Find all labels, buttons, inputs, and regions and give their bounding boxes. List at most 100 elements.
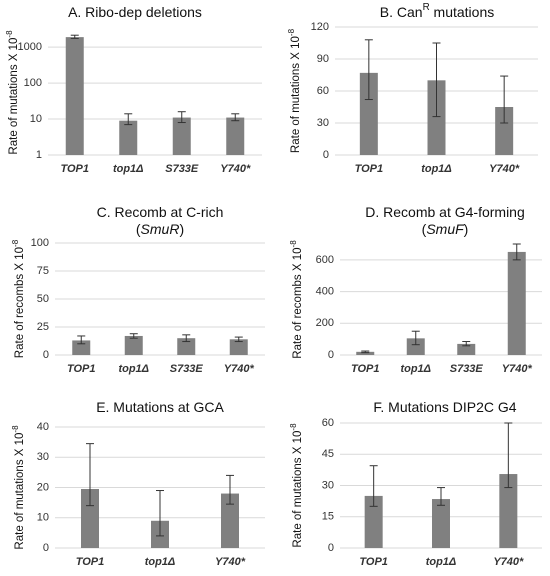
text-segment: R [423, 2, 430, 13]
text-segment: Rate of mutations X 10 [8, 38, 20, 155]
y-tick-label: 10 [37, 512, 49, 524]
text-segment: -8 [287, 28, 296, 36]
x-tick-label: S733E [450, 363, 484, 375]
error-bar [364, 39, 373, 101]
x-tick-label: top1Δ [145, 556, 176, 568]
error-bar [432, 42, 441, 118]
error-bar [70, 34, 79, 39]
text-segment: ) [464, 221, 469, 237]
y-tick-label: 30 [317, 117, 329, 129]
y-tick-label: 400 [316, 285, 334, 297]
bar [356, 351, 375, 355]
y-tick-label: 60 [317, 85, 329, 97]
bar [432, 499, 450, 548]
text-segment: -8 [5, 30, 14, 38]
bar [124, 335, 143, 355]
chart-title: A. Ribo-dep deletions [68, 4, 202, 20]
y-tick-label: 100 [24, 77, 42, 89]
text-segment: C. Recomb at C-rich [97, 204, 224, 220]
bar [65, 37, 84, 155]
error-bar [86, 443, 94, 507]
error-bar [77, 335, 86, 345]
bar [507, 251, 526, 355]
chart-title: (SmuF) [422, 221, 469, 237]
y-tick-label: 30 [37, 451, 49, 463]
chart-title: E. Mutations at GCA [96, 399, 224, 415]
bar [72, 340, 91, 355]
y-axis-label: Rate of mutations X 10-8 [289, 423, 304, 548]
text-segment: ) [179, 221, 184, 237]
x-tick-label: TOP1 [76, 556, 105, 568]
chart-title: B. CanR mutations [380, 2, 494, 20]
y-axis-label: Rate of mutations X 10-8 [11, 425, 26, 550]
y-axis-label: Rate of mutations X 10-8 [5, 30, 20, 155]
error-bar [156, 490, 164, 537]
x-tick-label: Y740* [489, 163, 520, 175]
error-bar [361, 350, 370, 354]
y-tick-label: 10 [30, 113, 42, 125]
y-tick-label: 1000 [18, 41, 42, 53]
y-tick-label: 120 [311, 21, 329, 33]
x-tick-label: S733E [170, 363, 204, 375]
text-segment: -8 [289, 423, 298, 431]
y-tick-label: 30 [322, 479, 334, 491]
x-tick-label: TOP1 [67, 363, 96, 375]
y-tick-label: 0 [43, 349, 49, 361]
y-tick-label: 90 [317, 53, 329, 65]
x-tick-label: Y740* [502, 363, 533, 375]
y-tick-label: 25 [37, 321, 49, 333]
x-tick-label: top1Δ [400, 363, 431, 375]
y-tick-label: 60 [322, 417, 334, 429]
error-bar [177, 111, 186, 124]
bar [177, 338, 196, 355]
x-tick-label: top1Δ [113, 163, 144, 175]
bar [229, 339, 248, 355]
bar [226, 117, 245, 155]
text-segment: mutations [430, 4, 495, 20]
x-tick-label: Y740* [215, 556, 246, 568]
y-tick-label: 100 [31, 237, 49, 249]
text-segment: Rate of recombs X 10 [292, 247, 304, 358]
y-axis-label: Rate of recombs X 10-8 [289, 240, 304, 359]
text-segment: ( [136, 221, 141, 237]
bar [499, 474, 518, 548]
y-axis-label: Rate of recombs X 10-8 [11, 239, 26, 358]
chart-title: C. Recomb at C-rich [97, 204, 224, 220]
x-tick-label: Y740* [224, 363, 255, 375]
error-bar [462, 341, 471, 347]
bar [81, 489, 99, 548]
y-tick-label: 0 [323, 149, 329, 161]
y-tick-label: 600 [316, 254, 334, 266]
x-tick-label: TOP1 [359, 556, 388, 568]
y-tick-label: 0 [328, 349, 334, 361]
error-bar [129, 333, 138, 339]
bar [172, 117, 191, 155]
bar [364, 495, 383, 548]
error-bar [512, 243, 521, 261]
x-tick-label: TOP1 [355, 163, 384, 175]
y-tick-label: 15 [322, 511, 334, 523]
error-bar [231, 113, 240, 122]
x-tick-label: TOP1 [351, 363, 380, 375]
text-segment: -8 [11, 239, 20, 247]
error-bar [124, 113, 133, 126]
text-segment: B. Can [380, 4, 423, 20]
text-segment: E. Mutations at GCA [96, 399, 224, 415]
text-segment: D. Recomb at G4-forming [365, 204, 525, 220]
y-tick-label: 1 [36, 149, 42, 161]
bar [427, 80, 446, 155]
x-tick-label: Y740* [493, 556, 524, 568]
text-segment: A. Ribo-dep deletions [68, 4, 202, 20]
chart-title: D. Recomb at G4-forming [365, 204, 525, 220]
y-tick-label: 0 [43, 542, 49, 554]
error-bar [182, 334, 191, 343]
y-tick-label: 45 [322, 448, 334, 460]
y-axis-label: Rate of mutations X 10-8 [287, 28, 302, 153]
text-segment: ( [422, 221, 427, 237]
x-tick-label: top1Δ [426, 556, 457, 568]
text-segment: -8 [11, 425, 20, 433]
text-segment: Rate of mutations X 10 [292, 431, 304, 548]
error-bar [504, 422, 513, 489]
bar [119, 120, 138, 155]
